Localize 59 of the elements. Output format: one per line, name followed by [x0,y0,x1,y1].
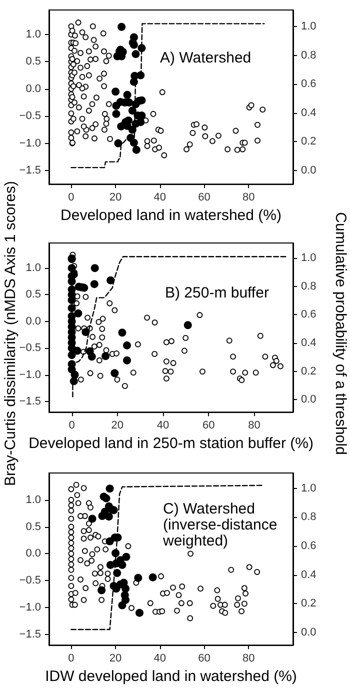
x-tick-label: 80 [242,652,255,665]
y-tick-label: 0.0 [26,548,41,560]
x-axis-title: IDW developed land in watershed (%) [45,668,297,685]
x-tick-label: 40 [154,192,166,204]
y-tick-label: −0.5 [19,574,41,587]
y2-tick-label: 0.4 [301,106,316,119]
y2-tick-label: 0.6 [301,78,316,90]
y-tick-label: 0.5 [26,520,41,533]
x-tick-label: 60 [198,192,210,204]
y-tick-label: −1.0 [19,368,41,381]
y2-tick-label: 0.4 [301,336,316,349]
y-tick-label: −1.5 [19,628,41,640]
x-tick-label: 60 [202,420,215,432]
y2-tick-label: 0.8 [301,49,316,62]
x-tick-label: 0 [68,192,74,204]
text: A) Watershed [160,50,252,66]
x-tick-label: 0 [68,420,75,432]
x-tick-label: 40 [154,652,166,665]
y-tick-label: 1.0 [26,28,41,40]
y-tick-label: −1.5 [19,395,41,408]
y2-tick-label: 0.0 [301,164,316,176]
text: C) Watershed (inverse-distance weighted) [162,500,282,550]
y2-tick-label: 1.0 [301,20,316,33]
x-tick-label: 60 [198,652,210,665]
y2-tick-label: 0.6 [301,308,316,321]
y-tick-label: 1.0 [26,494,41,506]
y-tick-label: −0.5 [19,342,41,354]
y2-tick-label: 0.6 [301,540,316,552]
y2-tick-label: 0.2 [301,136,316,148]
y2-tick-label: 0.4 [301,568,316,581]
y2-tick-label: 0.8 [301,280,316,292]
y2-tick-label: 0.2 [301,598,316,610]
y2-axis-title: Cumulative probability of a threshold [331,212,348,455]
y-tick-label: 1.0 [26,262,41,274]
y-tick-label: 0.0 [26,315,41,328]
x-tick-label: 40 [156,420,170,432]
y2-tick-label: 0.8 [301,511,316,524]
x-tick-label: 20 [111,420,124,432]
y2-tick-label: 0.0 [301,626,316,638]
x-axis-title: Developed land in watershed (%) [60,207,282,224]
x-tick-label: 20 [109,192,122,204]
y-tick-label: −1.5 [19,164,41,176]
y2-tick-label: 0.0 [301,394,316,406]
x-tick-label: 80 [248,420,260,432]
y-tick-label: 0.5 [26,288,41,301]
y-tick-label: 0.0 [26,82,41,95]
y2-tick-label: 1.0 [301,252,316,264]
x-axis-title: Developed land in 250-m station buffer (%) [28,435,314,452]
x-tick-label: 20 [109,652,122,665]
text: B) 250-m buffer [165,284,269,302]
x-tick-label: 0 [68,652,74,665]
y2-tick-label: 1.0 [301,482,316,494]
y-axis-title: Bray-Curtis dissimilarity (nMDS Axis 1 scores) [2,180,19,486]
y-tick-label: −0.5 [19,110,41,122]
y-tick-label: −1.0 [19,601,41,614]
x-tick-label: 80 [242,192,255,204]
y-tick-label: 0.5 [26,56,41,68]
y2-tick-label: 0.2 [301,365,316,378]
y-tick-label: −1.0 [19,137,41,150]
